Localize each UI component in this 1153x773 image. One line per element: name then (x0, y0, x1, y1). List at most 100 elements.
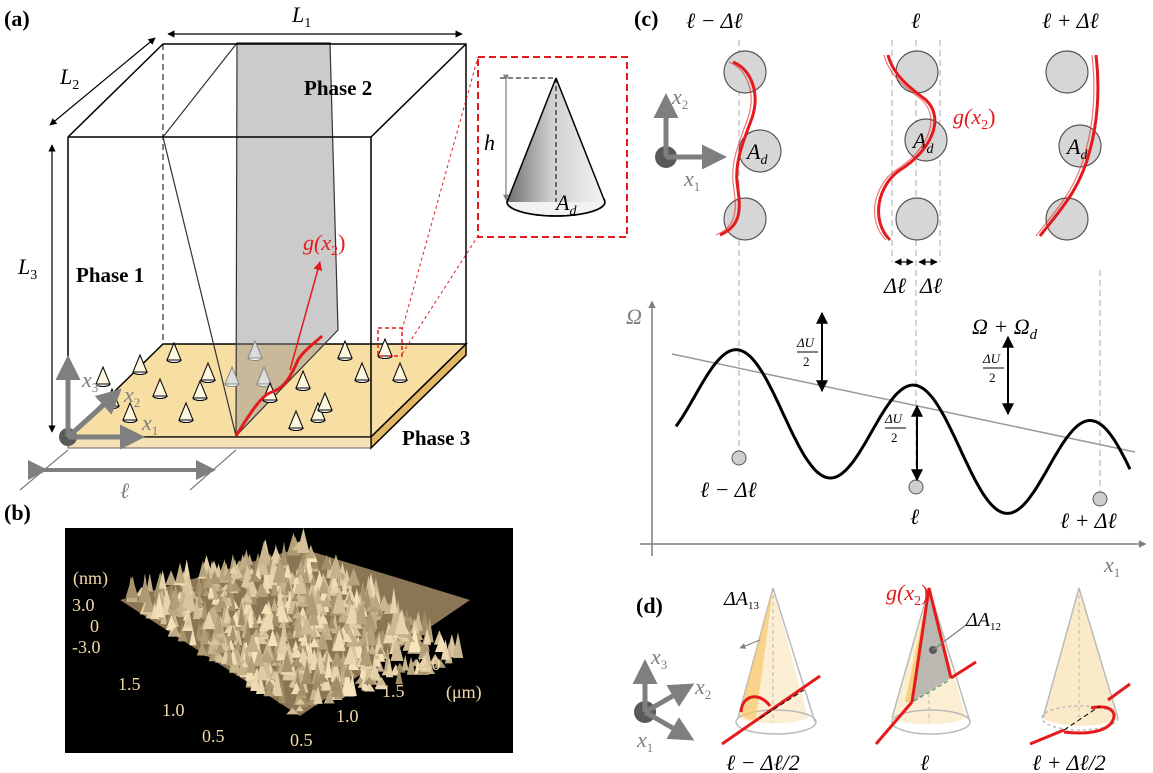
afm-peak (284, 578, 292, 592)
label-g-c: g(x2) (953, 104, 995, 133)
afm-peak (271, 604, 280, 627)
afm-peak (237, 601, 245, 625)
afm-peak (203, 569, 213, 588)
afm-peak (215, 640, 225, 653)
cone (256, 365, 272, 387)
afm-peak (344, 586, 356, 603)
afm-peak (286, 707, 299, 715)
afm-peak (289, 640, 302, 658)
afm-peak (363, 609, 377, 632)
afm-peak (324, 655, 333, 678)
afm-peak (332, 628, 346, 651)
afm-x-unit: (μm) (446, 682, 482, 703)
cone (392, 361, 408, 383)
afm-peak (293, 576, 300, 584)
afm-z-tick: 0 (90, 616, 99, 636)
c-top-label-mid: ℓ (911, 8, 921, 33)
panel-label-a: (a) (4, 6, 30, 31)
label-x1-a: x1 (141, 410, 158, 438)
afm-peak (189, 628, 197, 646)
afm-peak (377, 594, 391, 611)
afm-peak (142, 592, 155, 613)
afm-peak (410, 618, 419, 634)
afm-peak (318, 578, 329, 594)
afm-peak (343, 645, 358, 665)
afm-peak (295, 697, 306, 705)
label-x2-a: x2 (123, 382, 140, 410)
afm-peak (323, 691, 335, 704)
afm-peak (209, 638, 222, 645)
afm-peak (318, 614, 328, 624)
cone (354, 361, 370, 383)
afm-peak (196, 642, 208, 656)
afm-peak (423, 628, 432, 645)
tilt-line (671, 353, 1136, 453)
afm-peak (311, 556, 319, 569)
afm-peak (258, 539, 271, 565)
afm-peak (385, 657, 394, 678)
afm-peak (368, 643, 376, 655)
d-label-x2: x2 (694, 674, 711, 702)
d-axis-x1 (643, 709, 695, 741)
afm-peak (291, 594, 299, 601)
afm-peak (320, 554, 333, 570)
minimum-dot (731, 450, 747, 466)
panel-label-d: (d) (636, 593, 663, 618)
label-L2: L2 (59, 64, 79, 93)
cone (178, 401, 194, 423)
afm-peak (321, 595, 333, 607)
afm-peak (289, 658, 304, 667)
defect-circle (1058, 124, 1102, 168)
c-top-label-right: ℓ + Δℓ (1042, 8, 1100, 33)
afm-peak (401, 654, 409, 671)
afm-peak (229, 624, 237, 641)
cone (247, 339, 263, 361)
dU-two: 2 (989, 370, 996, 385)
afm-peak (306, 637, 314, 664)
label-phase1: Phase 1 (76, 263, 144, 287)
afm-peak (362, 587, 372, 608)
afm-peak (282, 669, 296, 681)
afm-peak (165, 615, 178, 630)
zoom-source (377, 327, 403, 357)
afm-peak (306, 544, 316, 559)
afm-peak (267, 629, 278, 647)
afm-unit: (nm) (73, 568, 108, 589)
afm-z-tick: 3.0 (72, 595, 95, 615)
label-phase2: Phase 2 (304, 76, 372, 100)
afm-peak (330, 675, 343, 691)
afm-peak (395, 667, 403, 685)
afm-peak (240, 592, 253, 603)
d-label-x1: x1 (636, 727, 653, 755)
afm-peak (241, 554, 249, 569)
afm-peak (228, 566, 239, 574)
afm-peak (247, 574, 262, 582)
label-h: h (484, 130, 495, 155)
cone (192, 379, 208, 401)
afm-peak (283, 563, 292, 578)
afm-peak (328, 613, 335, 629)
cone (317, 391, 333, 413)
afm-peak (389, 587, 398, 614)
afm-peak (316, 629, 329, 650)
afm-peak (309, 583, 316, 592)
afm-peak (292, 541, 306, 550)
afm-peak (452, 632, 464, 658)
afm-peak (343, 664, 352, 678)
afm-peak (441, 639, 450, 660)
afm-peak (270, 669, 278, 680)
afm-peak (125, 576, 139, 598)
c-bottom-x1: x1 (1103, 552, 1120, 580)
label-L3: L3 (17, 254, 37, 283)
c-label-x2: x2 (671, 84, 688, 112)
afm-peak (221, 591, 228, 601)
cone (288, 409, 304, 431)
defect-circle (1045, 50, 1089, 94)
cone (377, 337, 393, 359)
afm-y-tick: 1.0 (162, 700, 185, 720)
afm-peak (260, 630, 270, 638)
afm-peak (305, 549, 313, 574)
panel-a-box: L1 L2 L3 Phase 2 Phase 1 Phase 3 g(x2) x… (17, 2, 628, 503)
afm-peak (246, 654, 257, 673)
